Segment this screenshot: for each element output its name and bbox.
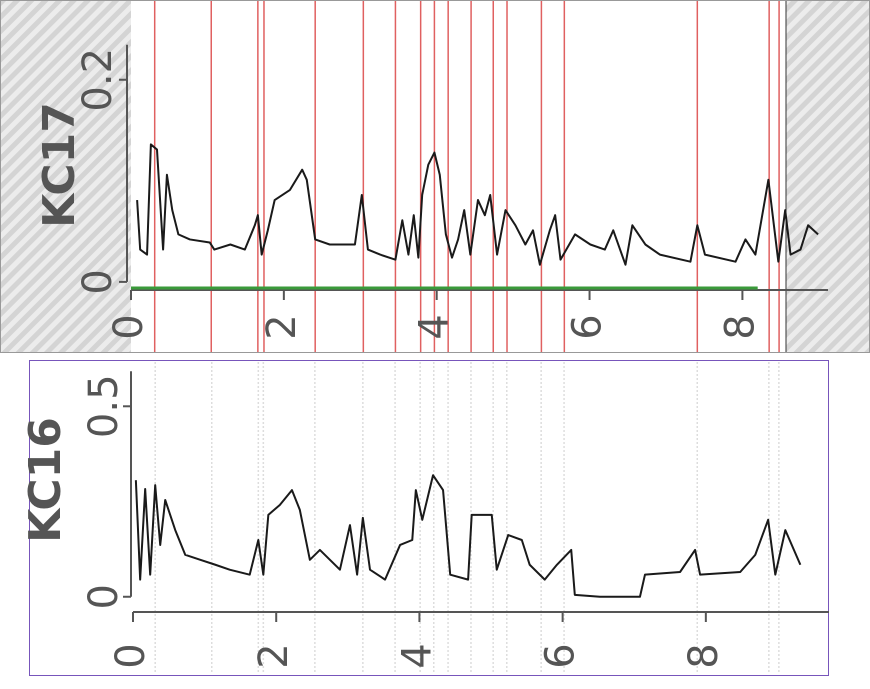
hatch-left: [1, 1, 131, 352]
x-tick-label: 0: [106, 314, 152, 339]
data-line: [134, 474, 802, 598]
x-tick-label: 6: [565, 314, 611, 339]
x-tick-label: 2: [251, 643, 297, 668]
y-tick-label: 0: [75, 269, 121, 294]
y-axis-title: KC17: [34, 102, 85, 228]
x-tick-label: 6: [538, 643, 584, 668]
x-tick-label: 0: [108, 643, 154, 668]
hatch-right: [786, 1, 869, 352]
y-tick-label: 0.2: [75, 48, 121, 112]
y-axis-title: KC16: [20, 417, 71, 543]
x-tick-label: 8: [681, 643, 727, 668]
bottom-panel: [29, 360, 829, 676]
y-tick-label: 0.5: [81, 374, 127, 438]
data-line: [136, 143, 819, 266]
x-tick-label: 4: [394, 643, 440, 668]
x-tick-label: 4: [412, 314, 458, 339]
x-tick-label: 2: [259, 314, 305, 339]
x-tick-label: 8: [717, 314, 763, 339]
y-tick-label: 0: [81, 584, 127, 609]
